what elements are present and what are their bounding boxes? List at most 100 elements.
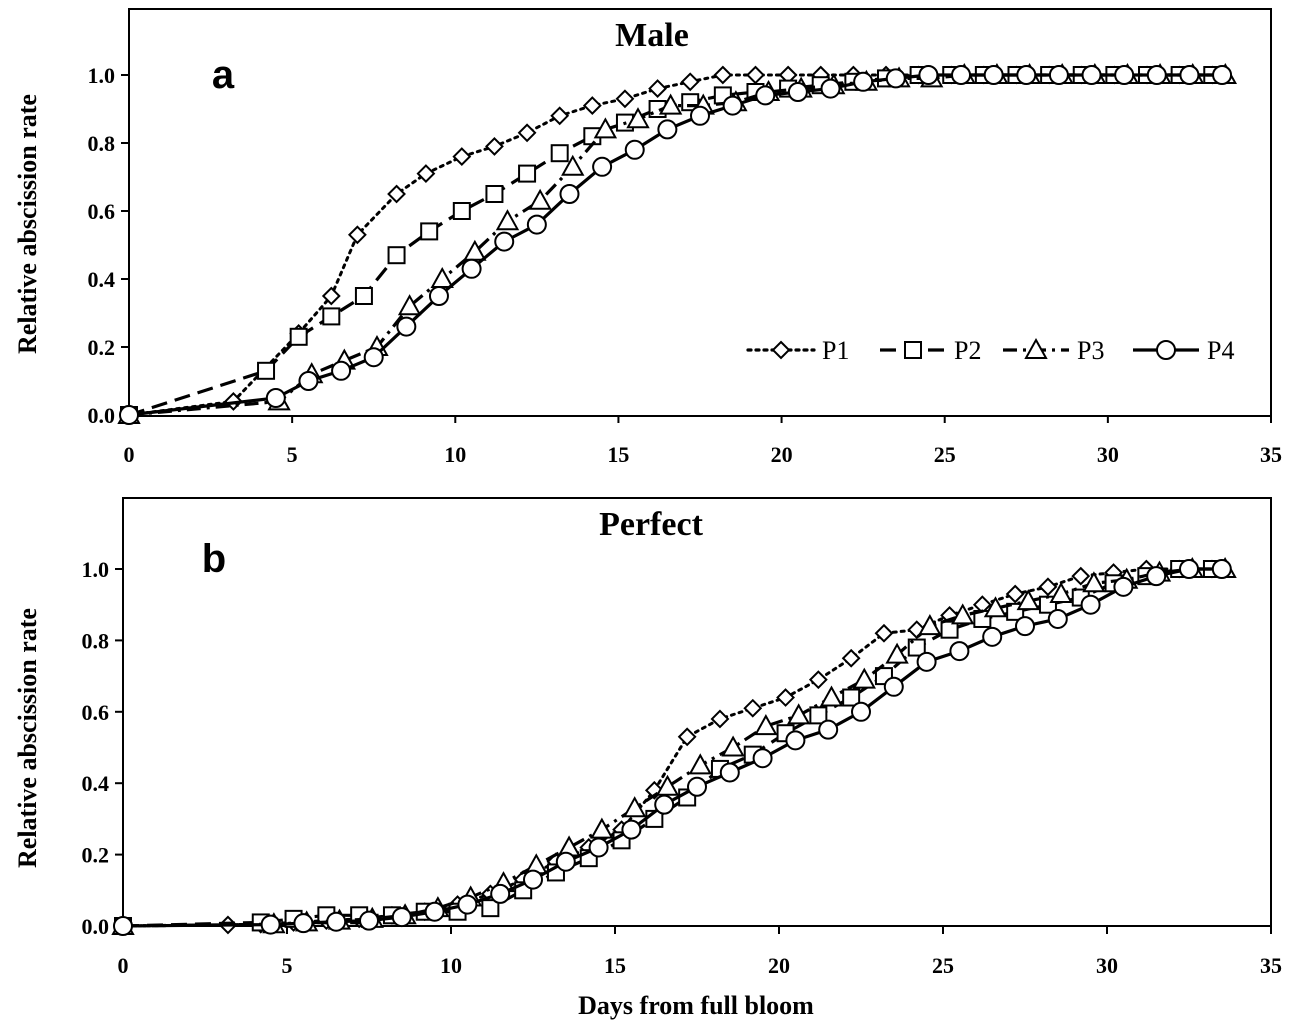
data-point-p1	[648, 79, 667, 99]
y-tick-label: 0.0	[88, 403, 116, 428]
data-point-p2	[481, 899, 500, 918]
data-point-p2	[842, 688, 861, 707]
data-point-p4	[555, 851, 576, 872]
data-point-p1	[416, 164, 436, 184]
data-point-p4	[851, 701, 871, 722]
data-point-p4	[526, 214, 547, 235]
data-point-p2	[289, 327, 308, 346]
data-point-p4	[883, 676, 904, 697]
data-point-p3	[819, 685, 844, 707]
panel-a-label: a	[212, 53, 235, 97]
data-point-p4	[1015, 616, 1035, 637]
data-point-p4	[293, 913, 314, 934]
data-point-p2	[518, 164, 537, 183]
data-point-p4	[624, 139, 645, 160]
data-point-p4	[260, 914, 281, 935]
data-point-p4	[1048, 65, 1069, 85]
x-tick-label: 20	[771, 442, 793, 467]
data-point-p3	[495, 209, 520, 231]
data-point-p4	[654, 794, 675, 815]
legend-marker-p4	[1156, 340, 1176, 360]
panel-a-y-axis-label: Relative abscission rate	[13, 94, 42, 354]
data-point-p1	[677, 727, 697, 747]
data-point-p3	[918, 614, 942, 636]
data-point-p4	[690, 105, 710, 126]
y-tick-label: 0.2	[82, 843, 110, 868]
data-point-p4	[820, 78, 841, 99]
data-point-p1	[746, 65, 765, 85]
x-tick-label: 0	[124, 442, 135, 467]
data-point-p3	[626, 107, 650, 129]
data-point-p1	[347, 225, 367, 245]
x-tick-label: 0	[118, 953, 129, 978]
data-point-p4	[391, 907, 412, 928]
x-tick-label: 15	[607, 442, 629, 467]
data-point-p3	[397, 294, 422, 316]
panel-b-y-axis-label: Relative abscission rate	[13, 608, 42, 868]
panel-a-series	[117, 62, 1238, 425]
data-point-p1	[713, 65, 733, 85]
legend-label-p4: P4	[1207, 336, 1234, 365]
data-point-p1	[387, 184, 406, 204]
x-tick-label: 30	[1096, 953, 1118, 978]
x-tick-label: 35	[1260, 953, 1282, 978]
data-point-p4	[457, 894, 478, 915]
data-point-p4	[621, 819, 642, 840]
data-point-p1	[1005, 584, 1025, 604]
data-point-p4	[951, 65, 972, 85]
data-point-p1	[808, 670, 828, 690]
data-point-p3	[1016, 589, 1040, 611]
data-point-p3	[655, 774, 680, 796]
data-point-p3	[1049, 581, 1073, 603]
x-tick-label: 20	[768, 953, 790, 978]
data-point-p4	[885, 68, 906, 89]
legend-label-p2: P2	[954, 336, 981, 365]
data-point-p2	[420, 222, 439, 241]
y-tick-label: 0.8	[88, 131, 116, 156]
data-point-p3	[1082, 571, 1106, 593]
data-point-p4	[298, 371, 319, 391]
data-point-p4	[588, 837, 609, 858]
y-tick-label: 1.0	[82, 557, 110, 582]
x-tick-label: 5	[282, 953, 293, 978]
panel-a-ticks: 0 5 10 15 20 25 30 35 0.0 0.2 0.4 0.6 0.8 1.0	[88, 63, 1283, 467]
data-point-p4	[1179, 65, 1200, 85]
data-point-p4	[113, 916, 133, 936]
data-point-p4	[1113, 576, 1134, 597]
data-point-p1	[743, 698, 763, 718]
data-point-p3	[754, 714, 778, 736]
data-point-p4	[331, 360, 352, 381]
x-tick-label: 5	[287, 442, 298, 467]
data-point-p4	[1212, 65, 1233, 85]
data-point-p2	[940, 620, 959, 639]
data-point-p4	[918, 65, 939, 85]
y-tick-label: 0.4	[82, 771, 110, 796]
x-axis-label: Days from full bloom	[578, 991, 814, 1020]
data-point-p3	[528, 188, 552, 210]
data-point-p4	[983, 65, 1004, 85]
y-tick-label: 0.2	[88, 335, 116, 360]
data-point-p3	[983, 596, 1008, 618]
data-point-p4	[428, 286, 449, 306]
data-point-p1	[1071, 566, 1091, 586]
y-tick-label: 0.6	[88, 199, 116, 224]
legend-label-p3: P3	[1077, 336, 1104, 365]
data-point-p4	[559, 184, 580, 204]
legend-label-p1: P1	[822, 336, 849, 365]
data-point-p4	[722, 95, 743, 116]
x-tick-label: 15	[604, 953, 626, 978]
data-point-p2	[322, 307, 341, 326]
data-point-p4	[1016, 65, 1037, 85]
x-tick-label: 10	[440, 953, 462, 978]
legend-marker-p1	[771, 340, 791, 360]
y-tick-label: 0.4	[88, 267, 116, 292]
panel-a-legend: P1 P2 P3 P4	[746, 336, 1234, 365]
data-point-p1	[321, 286, 341, 306]
panel-perfect: Perfect b Relative abscission rate Days …	[13, 497, 1283, 1020]
data-point-p1	[776, 688, 795, 707]
data-point-p4	[1047, 608, 1068, 629]
data-point-p1	[615, 89, 635, 109]
data-point-p4	[363, 347, 384, 368]
panel-b-ticks: 0 5 10 15 20 25 30 35 0.0 0.2 0.4 0.6 0.8 1.0	[82, 557, 1283, 978]
